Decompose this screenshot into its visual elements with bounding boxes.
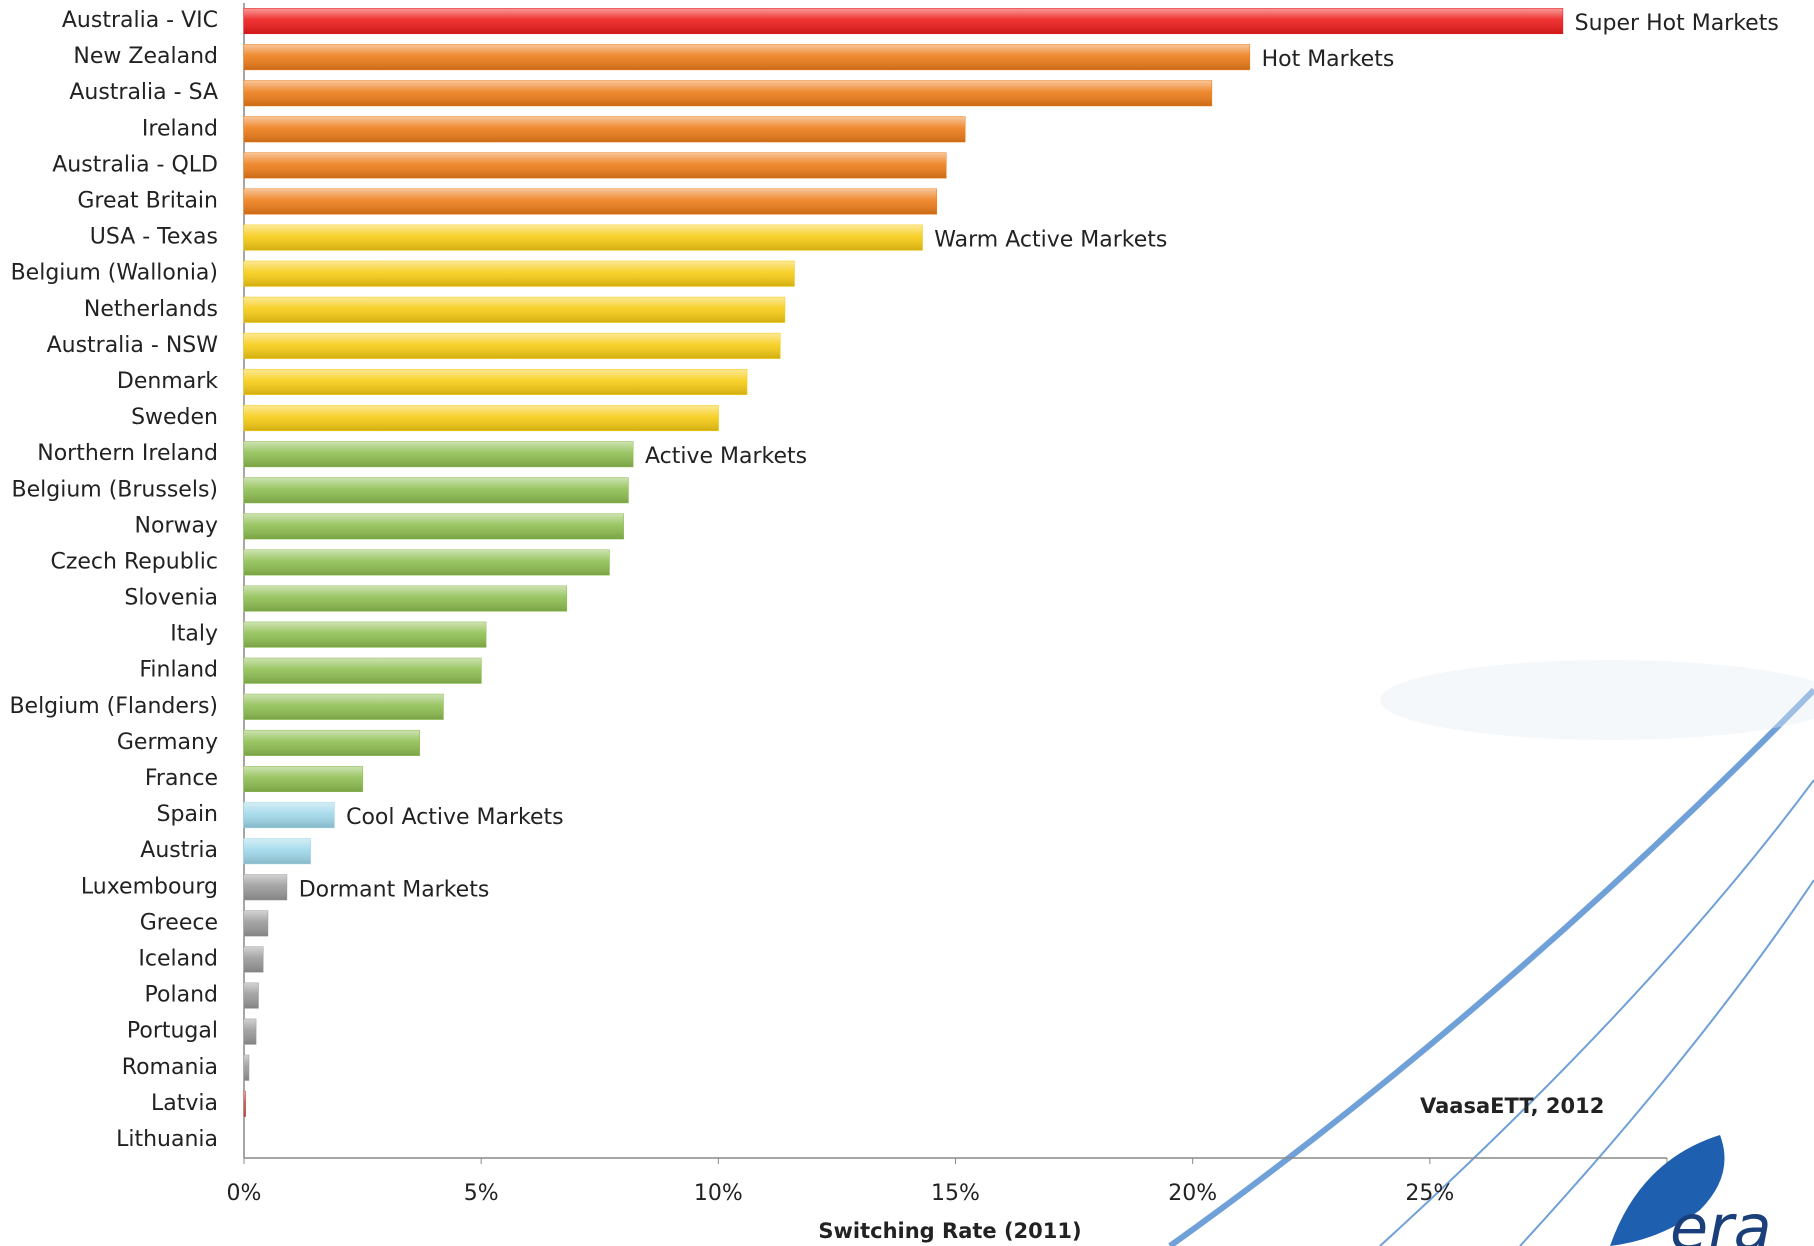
plot: 0%5%10%15%20%25%30%Australia - VICSuper … bbox=[9, 3, 1779, 1206]
decoration bbox=[1168, 660, 1814, 1246]
bar-gloss bbox=[244, 405, 719, 431]
y-tick-label: Spain bbox=[157, 802, 218, 827]
annotation: Warm Active Markets bbox=[934, 228, 1167, 253]
y-tick-label: Australia - QLD bbox=[52, 152, 218, 177]
bar-gloss bbox=[244, 261, 795, 287]
y-tick-label: Lithuania bbox=[116, 1127, 218, 1152]
bar-gloss bbox=[244, 297, 785, 323]
bar-gloss bbox=[244, 477, 629, 503]
bar-gloss bbox=[244, 225, 923, 251]
annotation: Active Markets bbox=[645, 444, 807, 469]
bar-gloss bbox=[244, 44, 1250, 70]
y-tick-label: New Zealand bbox=[73, 44, 218, 69]
y-tick-label: Belgium (Flanders) bbox=[9, 694, 218, 719]
x-tick-label: 5% bbox=[464, 1181, 499, 1206]
x-tick-label: 20% bbox=[1168, 1181, 1217, 1206]
bar-gloss bbox=[244, 802, 335, 828]
y-tick-label: Belgium (Brussels) bbox=[12, 477, 218, 502]
bar-gloss bbox=[244, 441, 633, 467]
y-tick-label: Northern Ireland bbox=[37, 441, 218, 466]
bar-gloss bbox=[244, 586, 567, 612]
bar-gloss bbox=[244, 513, 624, 539]
bar-gloss bbox=[244, 333, 780, 359]
bar-gloss bbox=[244, 1019, 256, 1045]
bar-gloss bbox=[244, 369, 747, 395]
bar-gloss bbox=[244, 730, 420, 756]
y-tick-label: Latvia bbox=[151, 1091, 218, 1116]
y-tick-label: Luxembourg bbox=[81, 874, 218, 899]
y-tick-label: Australia - VIC bbox=[62, 8, 218, 33]
y-tick-label: Italy bbox=[170, 622, 218, 647]
y-tick-label: France bbox=[145, 766, 218, 791]
y-tick-label: Finland bbox=[139, 658, 218, 683]
bar-gloss bbox=[244, 1055, 249, 1081]
x-tick-label: 25% bbox=[1405, 1181, 1454, 1206]
annotation: Cool Active Markets bbox=[346, 805, 564, 830]
y-tick-label: Norway bbox=[135, 513, 218, 538]
y-tick-label: Sweden bbox=[131, 405, 218, 430]
y-tick-label: Belgium (Wallonia) bbox=[11, 261, 218, 286]
bar-gloss bbox=[244, 189, 937, 215]
bar-gloss bbox=[244, 80, 1212, 106]
y-tick-label: USA - Texas bbox=[90, 225, 218, 250]
x-tick-label: 0% bbox=[227, 1181, 262, 1206]
bar-gloss bbox=[244, 874, 287, 900]
bar-gloss bbox=[244, 766, 363, 792]
y-tick-label: Poland bbox=[145, 983, 218, 1008]
y-tick-label: Romania bbox=[122, 1055, 218, 1080]
bar-gloss bbox=[244, 838, 311, 864]
y-tick-label: Greece bbox=[140, 910, 218, 935]
y-tick-label: Netherlands bbox=[84, 297, 218, 322]
bar-gloss bbox=[244, 910, 268, 936]
bar-gloss bbox=[244, 549, 610, 575]
y-tick-label: Slovenia bbox=[124, 586, 218, 611]
bar-gloss bbox=[244, 694, 444, 720]
annotation: Dormant Markets bbox=[299, 877, 490, 902]
logo-mark bbox=[1610, 1135, 1725, 1246]
bar-gloss bbox=[244, 622, 486, 648]
annotation: Super Hot Markets bbox=[1575, 11, 1779, 36]
y-tick-label: Australia - NSW bbox=[47, 333, 219, 358]
bar-gloss bbox=[244, 116, 965, 142]
y-tick-label: Germany bbox=[117, 730, 218, 755]
bar-gloss bbox=[244, 658, 482, 684]
x-tick-label: 15% bbox=[931, 1181, 980, 1206]
bar-gloss bbox=[244, 1091, 246, 1117]
y-tick-label: Austria bbox=[140, 838, 218, 863]
annotation: Hot Markets bbox=[1262, 47, 1395, 72]
y-tick-label: Portugal bbox=[127, 1019, 218, 1044]
y-tick-label: Czech Republic bbox=[50, 549, 218, 574]
logo: era bbox=[1670, 1191, 1772, 1246]
bar-gloss bbox=[244, 946, 263, 972]
y-tick-label: Ireland bbox=[142, 116, 218, 141]
bar-gloss bbox=[244, 983, 259, 1009]
y-tick-label: Iceland bbox=[138, 946, 218, 971]
bar-gloss bbox=[244, 152, 947, 178]
x-axis-label: Switching Rate (2011) bbox=[818, 1219, 1081, 1243]
y-tick-label: Denmark bbox=[117, 369, 218, 394]
x-tick-label: 10% bbox=[694, 1181, 743, 1206]
y-tick-label: Great Britain bbox=[77, 189, 218, 214]
bar-gloss bbox=[244, 8, 1563, 34]
source: VaasaETT, 2012 bbox=[1420, 1094, 1604, 1118]
y-tick-label: Australia - SA bbox=[69, 80, 218, 105]
